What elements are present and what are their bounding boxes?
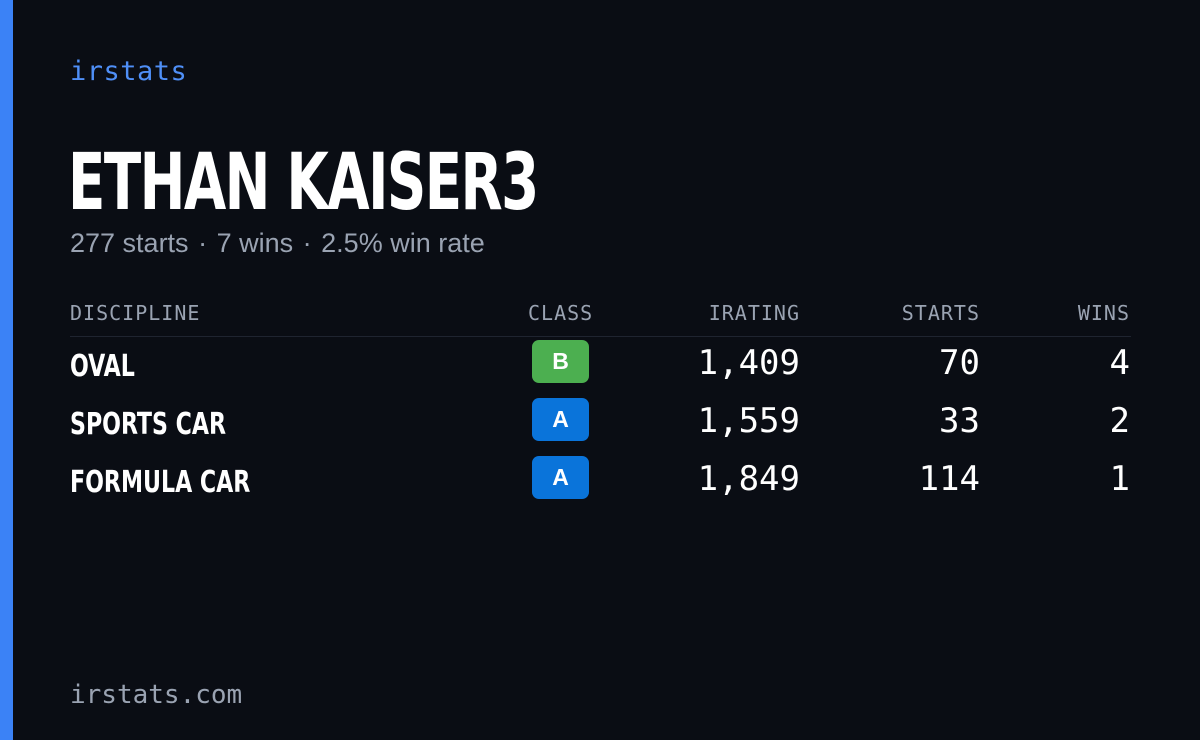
summary-starts: 277 starts: [70, 228, 189, 258]
starts-value: 114: [918, 459, 980, 499]
wins-value: 1: [1109, 459, 1130, 499]
table-row: OVAL B 1,409 70 4: [70, 337, 1131, 395]
discipline-name: SPORTS CAR: [70, 407, 227, 442]
header-discipline: DISCIPLINE: [70, 301, 201, 325]
class-badge: A: [532, 456, 589, 499]
irating-value: 1,409: [697, 343, 800, 383]
table-header: DISCIPLINE CLASS IRATING STARTS WINS: [70, 298, 1131, 337]
header-starts: STARTS: [901, 301, 980, 325]
class-badge: B: [532, 340, 589, 383]
wins-value: 4: [1109, 343, 1130, 383]
footer-url: irstats.com: [70, 680, 243, 710]
class-badge: A: [532, 398, 589, 441]
irating-value: 1,849: [697, 459, 800, 499]
irating-value: 1,559: [697, 401, 800, 441]
wins-value: 2: [1109, 401, 1130, 441]
starts-value: 70: [939, 343, 980, 383]
table-row: SPORTS CAR A 1,559 33 2: [70, 395, 1131, 453]
discipline-name: OVAL: [70, 349, 135, 384]
accent-bar: [0, 0, 13, 740]
header-wins: WINS: [1077, 301, 1130, 325]
summary-wins: 7 wins: [216, 228, 294, 258]
summary-win-rate: 2.5% win rate: [321, 228, 485, 258]
discipline-table: DISCIPLINE CLASS IRATING STARTS WINS OVA…: [70, 298, 1131, 511]
driver-name: ETHAN KAISER3: [68, 138, 539, 228]
starts-value: 33: [939, 401, 980, 441]
discipline-name: FORMULA CAR: [70, 465, 251, 500]
table-row: FORMULA CAR A 1,849 114 1: [70, 453, 1131, 511]
driver-summary: 277 starts · 7 wins · 2.5% win rate: [70, 228, 485, 259]
header-class: CLASS: [528, 301, 594, 325]
summary-separator: ·: [302, 228, 312, 258]
header-irating: IRATING: [708, 301, 800, 325]
brand-logo: irstats: [70, 56, 188, 87]
summary-separator: ·: [198, 228, 208, 258]
